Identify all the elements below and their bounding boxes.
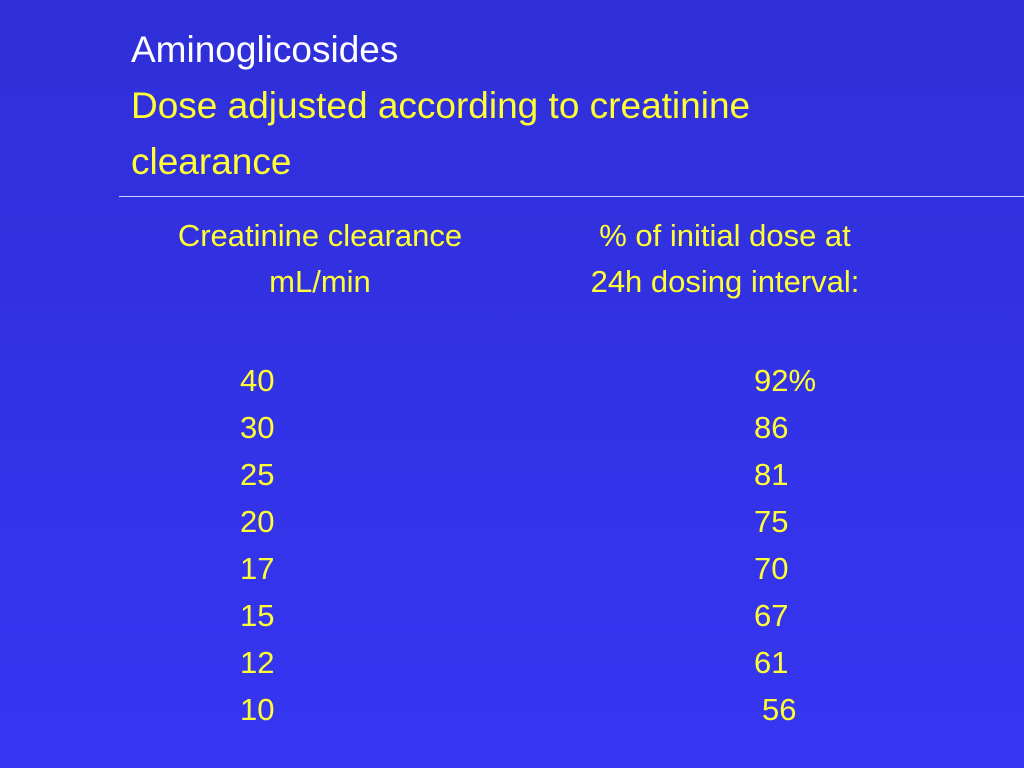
clearance-value: 15 (240, 598, 275, 633)
title-divider (119, 196, 1024, 197)
clearance-value: 40 (240, 363, 275, 398)
dose-value: 75 (754, 504, 789, 539)
dose-value: 67 (754, 598, 789, 633)
dose-value: 81 (754, 457, 789, 492)
clearance-value: 10 (240, 692, 275, 727)
dose-value: 61 (754, 645, 789, 680)
clearance-value: 30 (240, 410, 275, 445)
table-row: 40 92% (0, 357, 1024, 404)
column-header-clearance-line-1: Creatinine clearance (177, 218, 463, 253)
clearance-value: 12 (240, 645, 275, 680)
clearance-value: 25 (240, 457, 275, 492)
slide-title: Aminoglicosides Dose adjusted according … (131, 22, 991, 190)
clearance-value: 17 (240, 551, 275, 586)
column-header-dose-line-1: % of initial dose at (599, 218, 851, 253)
dose-table: 40 92% 30 86 25 81 20 75 17 70 15 67 12 … (0, 357, 1024, 733)
table-row: 10 56 (0, 686, 1024, 733)
table-row: 25 81 (0, 451, 1024, 498)
table-row: 17 70 (0, 545, 1024, 592)
column-header-dose-line-2: 24h dosing interval: (590, 264, 860, 299)
dose-value: 86 (754, 410, 789, 445)
dose-value: 70 (754, 551, 789, 586)
clearance-value: 20 (240, 504, 275, 539)
dose-value: 92% (754, 363, 817, 398)
column-header-clearance: Creatinine clearance mL/min (130, 213, 510, 305)
table-row: 15 67 (0, 592, 1024, 639)
title-subtitle-line-2: clearance (131, 141, 292, 182)
table-row: 12 61 (0, 639, 1024, 686)
title-subtitle-line-1: Dose adjusted according to creatinine (131, 85, 751, 126)
title-main: Aminoglicosides (131, 29, 399, 70)
column-header-clearance-line-2: mL/min (269, 264, 371, 299)
table-row: 20 75 (0, 498, 1024, 545)
column-header-dose: % of initial dose at 24h dosing interval… (540, 213, 910, 305)
dose-value: 56 (762, 692, 797, 727)
table-row: 30 86 (0, 404, 1024, 451)
